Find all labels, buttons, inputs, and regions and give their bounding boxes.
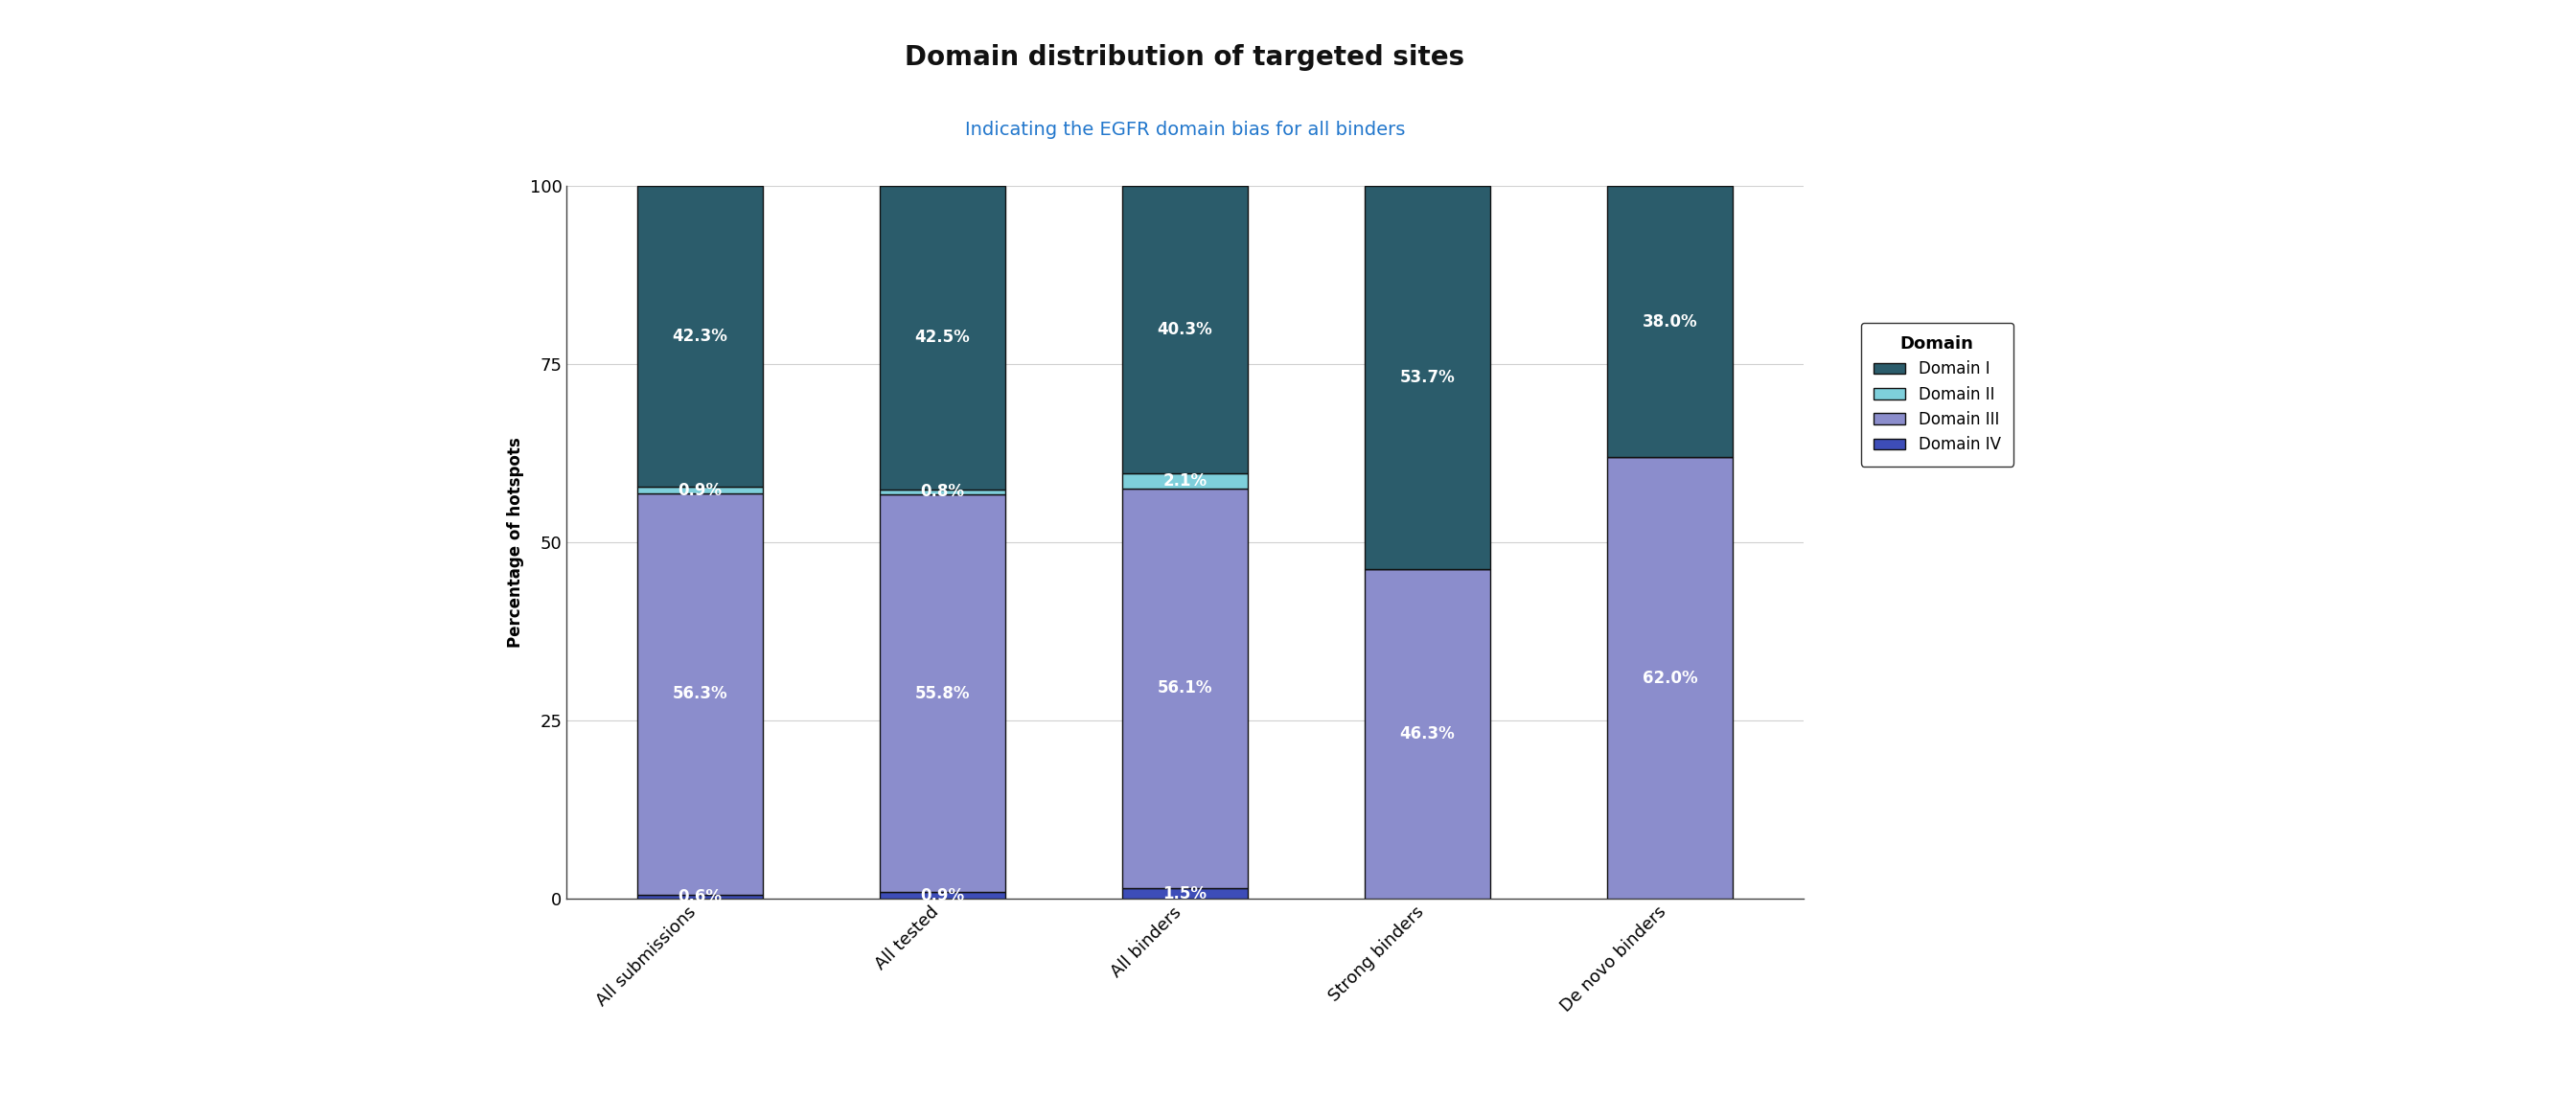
Bar	[636, 185, 762, 487]
Bar	[878, 494, 1005, 892]
Text: 0.9%: 0.9%	[920, 887, 963, 904]
Text: Domain distribution of targeted sites: Domain distribution of targeted sites	[904, 44, 1466, 70]
Bar	[1123, 473, 1247, 489]
Bar	[1123, 186, 1247, 473]
Bar	[1607, 457, 1734, 899]
Text: Indicating the EGFR domain bias for all binders: Indicating the EGFR domain bias for all …	[966, 121, 1404, 139]
Text: 56.3%: 56.3%	[672, 685, 726, 703]
Text: 42.3%: 42.3%	[672, 328, 729, 345]
Bar	[636, 493, 762, 894]
Text: 0.6%: 0.6%	[677, 888, 721, 905]
Text: 46.3%: 46.3%	[1399, 726, 1455, 742]
Bar	[878, 892, 1005, 899]
Bar	[1365, 186, 1492, 569]
Text: 62.0%: 62.0%	[1643, 670, 1698, 686]
Text: 1.5%: 1.5%	[1162, 884, 1208, 902]
Text: 56.1%: 56.1%	[1157, 680, 1213, 697]
Bar	[636, 487, 762, 493]
Text: 0.8%: 0.8%	[920, 483, 963, 501]
Bar	[878, 489, 1005, 494]
Y-axis label: Percentage of hotspots: Percentage of hotspots	[507, 437, 526, 648]
Bar	[1365, 569, 1492, 899]
Legend: Domain I, Domain II, Domain III, Domain IV: Domain I, Domain II, Domain III, Domain …	[1860, 322, 2014, 466]
Bar	[1123, 489, 1247, 888]
Text: 53.7%: 53.7%	[1399, 369, 1455, 386]
Bar	[878, 186, 1005, 489]
Text: 40.3%: 40.3%	[1157, 321, 1213, 339]
Text: 2.1%: 2.1%	[1162, 472, 1208, 490]
Bar	[1607, 186, 1734, 457]
Text: 42.5%: 42.5%	[914, 329, 971, 346]
Text: 55.8%: 55.8%	[914, 685, 971, 703]
Bar	[1123, 888, 1247, 899]
Text: 0.9%: 0.9%	[677, 481, 721, 499]
Text: 38.0%: 38.0%	[1643, 313, 1698, 330]
Bar	[636, 894, 762, 899]
